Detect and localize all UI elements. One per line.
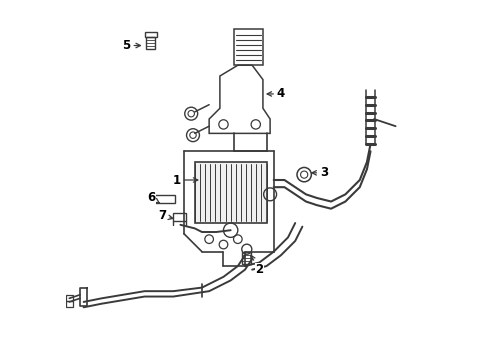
Text: 4: 4 <box>267 87 285 100</box>
Bar <box>152 195 175 203</box>
Text: 6: 6 <box>147 192 159 204</box>
Bar <box>145 32 157 37</box>
Text: 1: 1 <box>173 174 198 186</box>
Bar <box>195 162 267 223</box>
Bar <box>66 296 73 301</box>
Bar <box>66 301 73 307</box>
Text: 2: 2 <box>251 255 264 276</box>
Text: 5: 5 <box>122 39 141 52</box>
Bar <box>173 213 186 221</box>
Bar <box>243 252 251 264</box>
Text: 3: 3 <box>312 166 328 179</box>
Text: 7: 7 <box>158 210 173 222</box>
Bar <box>234 30 263 65</box>
Bar <box>147 37 155 49</box>
